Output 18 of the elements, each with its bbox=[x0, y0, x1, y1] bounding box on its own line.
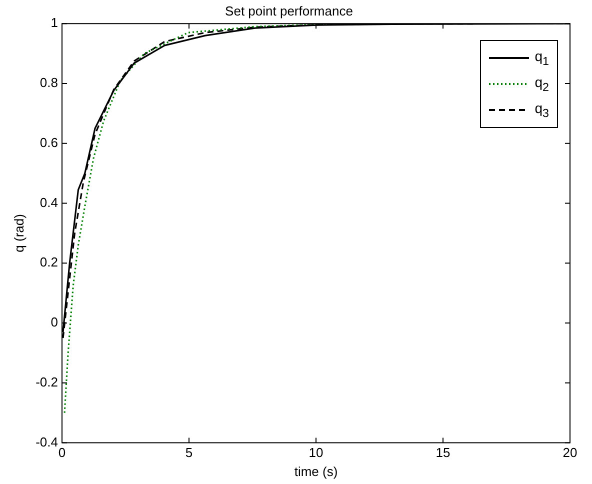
legend-label: q$_{3}$ bbox=[534, 100, 549, 120]
y-tick-label: 0.6 bbox=[40, 134, 58, 150]
y-tick-label: 0.4 bbox=[40, 194, 58, 210]
y-tick-label: 0 bbox=[50, 314, 58, 330]
y-tick-label: 1 bbox=[50, 15, 58, 30]
y-axis-title: q (rad) bbox=[11, 214, 26, 252]
x-tick-label: 10 bbox=[308, 445, 324, 460]
x-tick-label: 5 bbox=[185, 445, 193, 460]
x-tick-label: 20 bbox=[562, 445, 578, 460]
y-tick-label: -0.2 bbox=[36, 374, 58, 390]
y-tick-label: -0.4 bbox=[36, 434, 58, 450]
legend-label: q$_{1}$ bbox=[534, 48, 549, 68]
chart-title: Set point performance bbox=[225, 3, 353, 18]
x-tick-label: 15 bbox=[436, 445, 450, 460]
y-tick-label: 0.8 bbox=[40, 75, 58, 90]
y-tick-label: 0.2 bbox=[40, 254, 58, 270]
legend-label: q$_{2}$ bbox=[534, 74, 549, 94]
x-axis-title: time (s) bbox=[294, 464, 338, 479]
